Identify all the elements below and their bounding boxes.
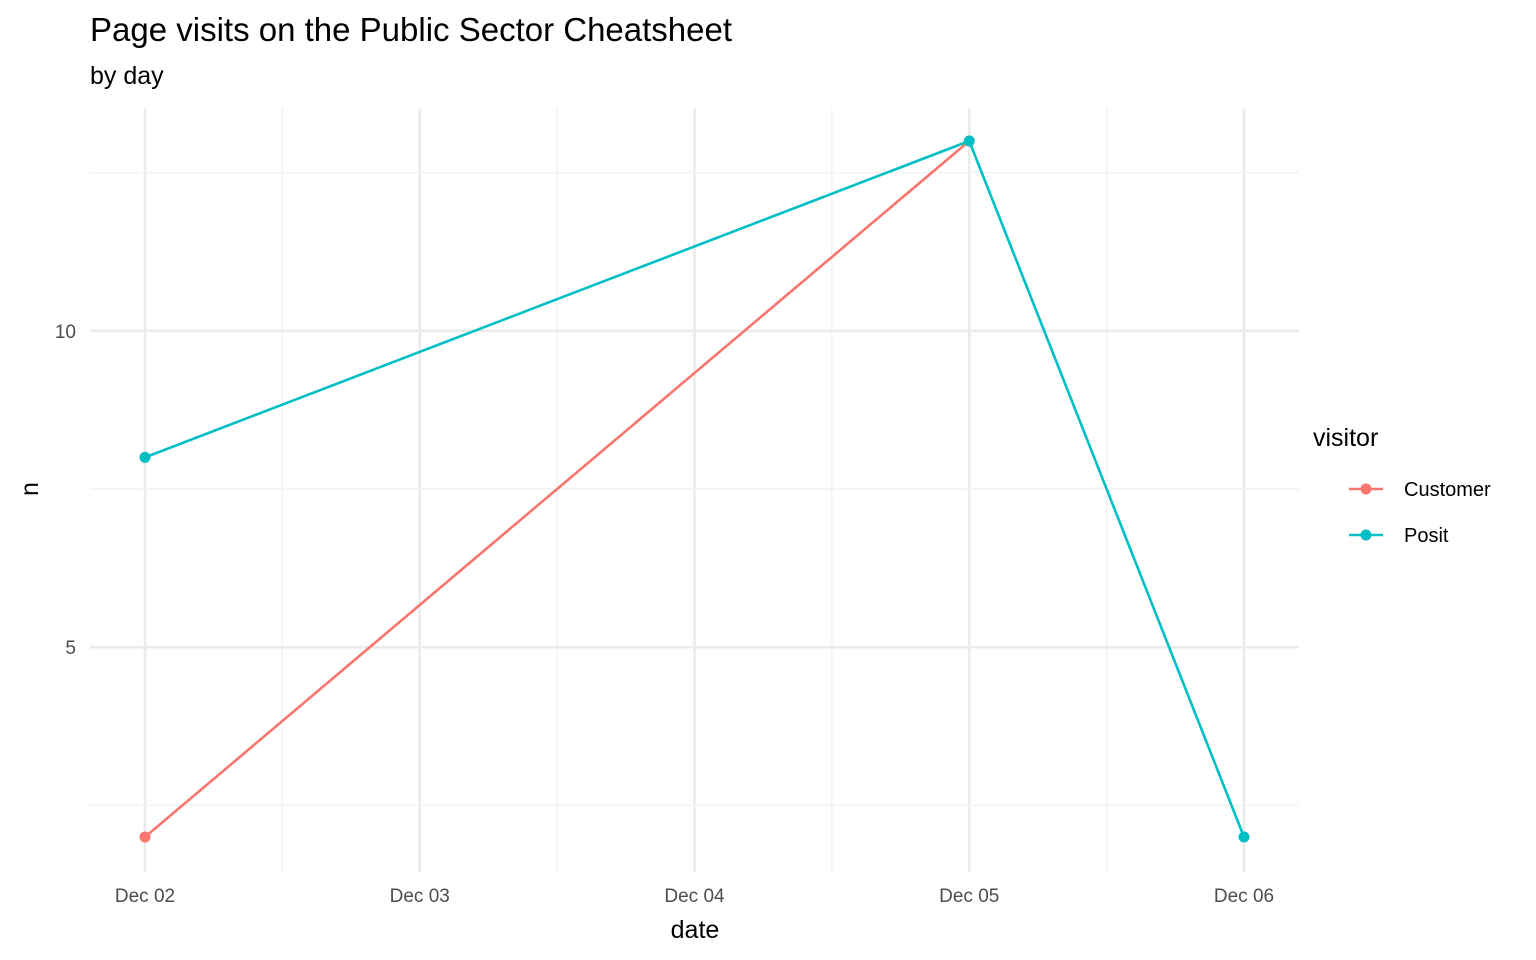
series-line-customer	[144, 140, 971, 838]
x-tick-label: Dec 03	[390, 886, 450, 907]
legend-key-point	[1360, 483, 1372, 495]
x-tick-label: Dec 06	[1214, 886, 1274, 907]
chart-subtitle: by day	[90, 62, 164, 90]
x-tick-label: Dec 02	[115, 886, 175, 907]
y-tick-label: 5	[65, 638, 76, 659]
y-tick-label: 10	[55, 322, 76, 343]
data-point-posit	[963, 135, 975, 147]
x-axis-label: date	[671, 916, 720, 944]
x-axis-ticks: Dec 02 Dec 03 Dec 04 Dec 05 Dec 06	[115, 886, 1274, 907]
series-layer	[139, 135, 1250, 843]
data-point-posit	[1238, 831, 1250, 843]
legend-key-point	[1360, 529, 1372, 541]
legend: visitor Customer Posit	[1313, 424, 1491, 547]
grid	[90, 108, 1299, 872]
data-point-posit	[139, 451, 151, 463]
legend-label: Customer	[1404, 479, 1491, 501]
y-axis-label: n	[16, 482, 44, 496]
y-axis-ticks: 5 10	[55, 322, 76, 659]
x-tick-label: Dec 04	[664, 886, 725, 907]
legend-title: visitor	[1313, 424, 1378, 452]
legend-label: Posit	[1404, 525, 1449, 547]
data-point-customer	[139, 831, 151, 843]
chart-title: Page visits on the Public Sector Cheatsh…	[90, 11, 732, 48]
x-tick-label: Dec 05	[939, 886, 999, 907]
